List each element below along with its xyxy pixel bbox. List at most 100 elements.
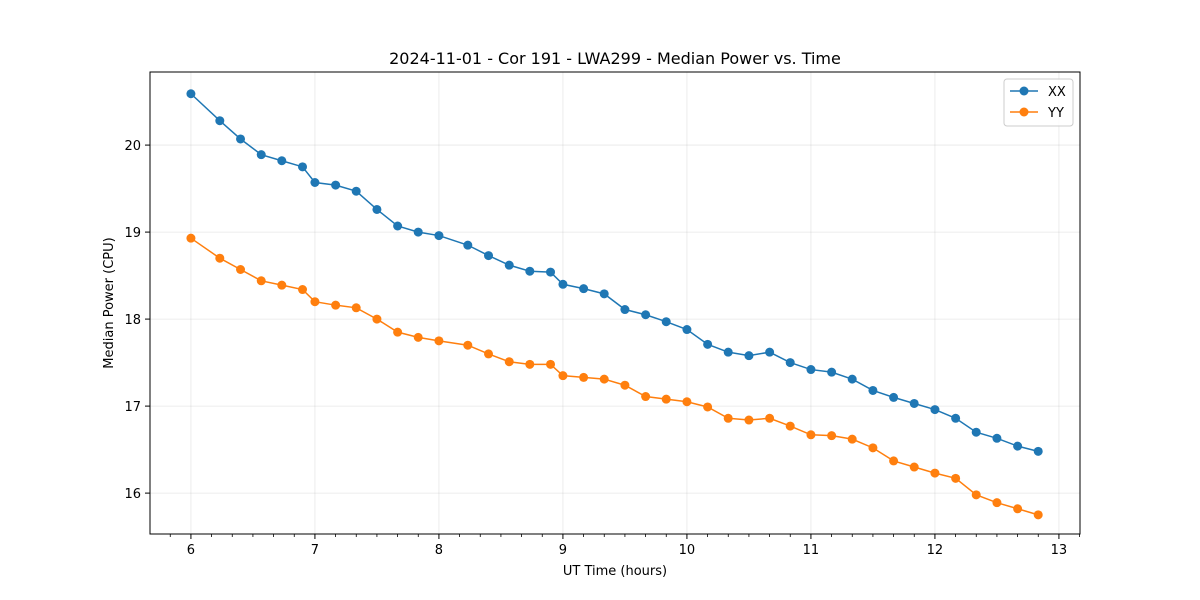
series-yy-point (723, 413, 733, 423)
series-xx-point (558, 279, 568, 289)
series-xx-point (930, 405, 940, 415)
legend: XX YY (1003, 78, 1074, 127)
series-yy-point (599, 374, 609, 384)
series-yy-point (930, 468, 940, 478)
series-yy-point (310, 297, 320, 307)
legend-xx-marker (1019, 86, 1029, 96)
series-xx-point (504, 260, 514, 270)
series-yy-point (558, 371, 568, 381)
series-xx-point (827, 367, 837, 377)
series-yy-point (215, 253, 225, 263)
series-xx-point (620, 305, 630, 315)
series-xx-point (909, 398, 919, 408)
series-xx-point (723, 347, 733, 357)
legend-yy-marker (1019, 107, 1029, 117)
series-xx-point (599, 289, 609, 299)
series-xx-point (641, 310, 651, 320)
series-yy-point (703, 402, 713, 412)
series-yy-point (277, 280, 287, 290)
series-yy (186, 233, 1043, 520)
x-tick-label: 7 (311, 543, 319, 558)
series-xx-point (744, 351, 754, 361)
plot-frame (149, 71, 1081, 535)
series-xx-point (393, 221, 403, 231)
series-yy-point (351, 303, 361, 313)
series-xx-point (868, 385, 878, 395)
series-xx-point (661, 317, 671, 327)
series-yy-point (1013, 504, 1023, 514)
series-xx-point (992, 433, 1002, 443)
series-xx-point (785, 358, 795, 368)
series-xx-point (1013, 441, 1023, 451)
series-xx-point (413, 227, 423, 237)
series-xx-point (372, 204, 382, 214)
y-tick-label: 17 (124, 400, 141, 415)
x-tick-label: 11 (803, 543, 820, 558)
series-xx-point (525, 266, 535, 276)
series-yy-point (236, 265, 246, 274)
y-tick-label: 20 (124, 139, 141, 154)
series-xx-point (951, 413, 961, 423)
series-yy-point (889, 456, 899, 466)
series-yy-point (661, 394, 671, 404)
legend-yy-label: YY (1047, 106, 1064, 121)
chart-title: 2024-11-01 - Cor 191 - LWA299 - Median P… (389, 49, 841, 68)
series-yy-point (992, 498, 1002, 508)
series-xx-point (463, 240, 473, 250)
series-yy-point (785, 421, 795, 431)
series-yy-point (847, 434, 857, 444)
series-xx-point (682, 325, 692, 335)
series-yy-point (827, 431, 837, 441)
series-yy-point (331, 300, 341, 310)
series-xx-point (186, 89, 196, 99)
series-yy-point (682, 397, 692, 407)
series-xx-point (847, 374, 857, 384)
series-xx-point (351, 186, 361, 196)
series-yy-point (525, 359, 535, 369)
series-xx-point (971, 427, 981, 437)
series-yy-point (971, 490, 981, 500)
x-tick-label: 13 (1051, 543, 1068, 558)
y-tick-label: 16 (124, 487, 141, 502)
series-yy-point (744, 415, 754, 425)
series-xx-point (1033, 446, 1043, 456)
x-tick-label: 10 (679, 543, 696, 558)
legend-xx-label: XX (1048, 85, 1066, 100)
x-tick-label: 9 (559, 543, 567, 558)
series-yy-point (620, 380, 630, 390)
y-tick-label: 19 (124, 226, 141, 241)
series-xx-point (277, 156, 287, 166)
series-yy-point (186, 233, 196, 243)
series-yy-point (1033, 510, 1043, 520)
series-yy-point (372, 314, 382, 324)
series-xx-point (806, 365, 816, 375)
ticks: 6 7 8 9 10 11 12 13 16 17 18 19 20 (124, 139, 1080, 558)
series-yy-point (484, 349, 494, 359)
series-xx-point (434, 231, 444, 241)
series-yy-point (463, 340, 473, 350)
series-xx-point (765, 347, 775, 357)
series-yy-point (765, 413, 775, 423)
series-yy-point (413, 332, 423, 342)
x-tick-label: 8 (435, 543, 443, 558)
series-layer (186, 89, 1043, 520)
series-yy-point (806, 430, 816, 440)
series-xx-point (579, 284, 589, 294)
series-yy-point (256, 276, 266, 286)
series-yy-point (298, 285, 308, 295)
x-axis-label: UT Time (hours) (563, 564, 667, 579)
series-yy-point (909, 462, 919, 472)
series-yy-point (504, 357, 514, 367)
series-xx-point (889, 392, 899, 402)
series-yy-point (579, 372, 589, 382)
series-xx-point (546, 267, 556, 277)
series-yy-point (951, 473, 961, 483)
series-yy-point (868, 443, 878, 453)
series-xx (186, 89, 1043, 456)
series-xx-point (215, 116, 225, 126)
series-xx-point (310, 178, 320, 187)
series-xx-point (331, 180, 341, 190)
series-xx-point (703, 339, 713, 349)
y-tick-label: 18 (124, 313, 141, 328)
